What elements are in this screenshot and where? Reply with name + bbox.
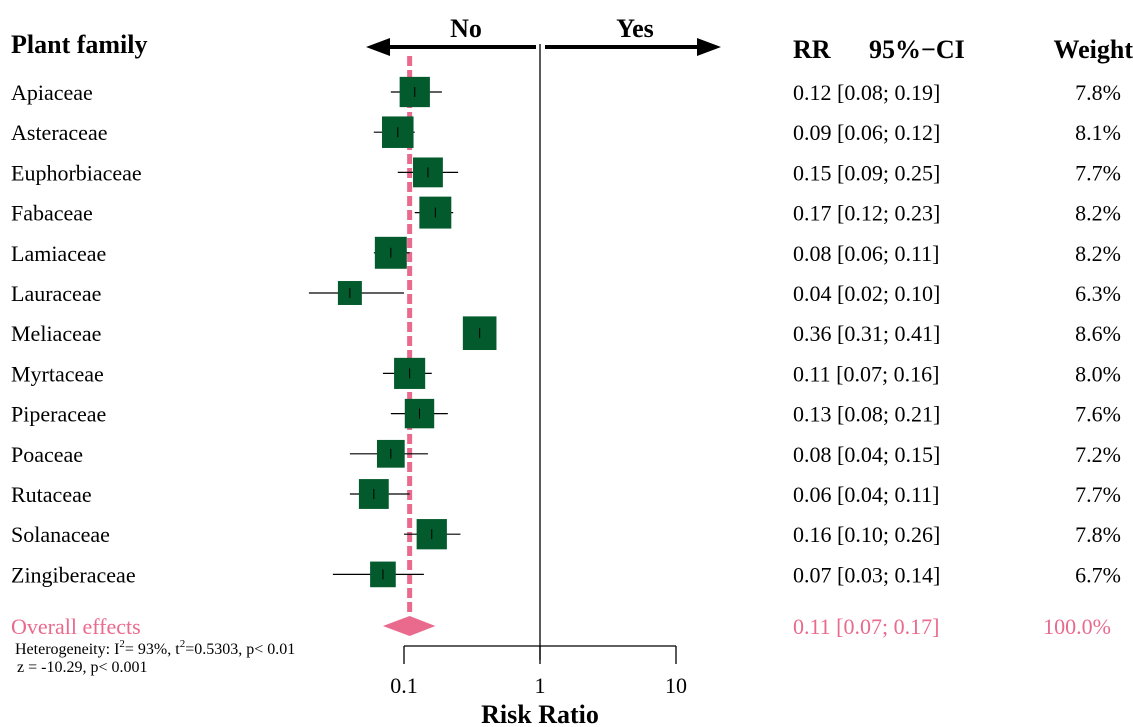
- weight-value: 8.6%: [1075, 321, 1121, 346]
- direction-label-yes: Yes: [616, 14, 654, 43]
- weight-value: 6.7%: [1075, 562, 1121, 587]
- rr-ci-value: 0.12 [0.08; 0.19]: [793, 80, 940, 105]
- rr-ci-value: 0.08 [0.06; 0.11]: [793, 241, 939, 266]
- weight-value: 7.8%: [1075, 80, 1121, 105]
- study-label: Asteraceae: [11, 120, 107, 145]
- rr-ci-value: 0.17 [0.12; 0.23]: [793, 201, 940, 226]
- overall-weight-value: 100.0%: [1043, 614, 1111, 639]
- direction-arrow-left: [366, 38, 536, 56]
- weight-value: 7.7%: [1075, 160, 1121, 185]
- overall-rr-ci-value: 0.11 [0.07; 0.17]: [793, 614, 939, 639]
- overall-label: Overall effects: [11, 614, 141, 639]
- weight-value: 8.2%: [1075, 201, 1121, 226]
- study-label: Fabaceae: [11, 201, 93, 226]
- study-label: Poaceae: [11, 442, 83, 467]
- weight-value: 8.2%: [1075, 241, 1121, 266]
- rr-ci-value: 0.08 [0.04; 0.15]: [793, 442, 940, 467]
- study-label: Myrtaceae: [11, 361, 104, 386]
- x-tick-label: 10: [665, 673, 687, 698]
- rr-header: RR: [793, 35, 831, 64]
- rr-ci-value: 0.15 [0.09; 0.25]: [793, 160, 940, 185]
- x-tick-label: 0.1: [390, 673, 418, 698]
- weight-value: 7.8%: [1075, 522, 1121, 547]
- weight-value: 8.0%: [1075, 361, 1121, 386]
- x-tick-label: 1: [535, 673, 546, 698]
- study-label: Zingiberaceae: [11, 562, 136, 587]
- summary-diamond: [382, 616, 436, 636]
- rr-ci-value: 0.13 [0.08; 0.21]: [793, 402, 940, 427]
- study-label: Lauraceae: [11, 281, 101, 306]
- weight-value: 8.1%: [1075, 120, 1121, 145]
- z-test-text: z = -10.29, p< 0.001: [17, 659, 147, 676]
- rr-ci-value: 0.11 [0.07; 0.16]: [793, 361, 939, 386]
- weight-value: 7.7%: [1075, 482, 1121, 507]
- rr-ci-value: 0.07 [0.03; 0.14]: [793, 562, 940, 587]
- heterogeneity-text: Heterogeneity: I2= 93%, t2=0.5303, p< 0.…: [15, 638, 295, 658]
- study-rows: Apiaceae 0.12 [0.08; 0.19] 7.8% Asteraceae 0…: [11, 76, 1121, 587]
- direction-arrow-right: [545, 38, 721, 56]
- study-label: Lamiaceae: [11, 241, 106, 266]
- study-label: Meliaceae: [11, 321, 101, 346]
- study-label: Rutaceae: [11, 482, 92, 507]
- weight-value: 7.2%: [1075, 442, 1121, 467]
- plant-family-header: Plant family: [11, 30, 148, 59]
- direction-label-no: No: [450, 14, 482, 43]
- rr-ci-value: 0.36 [0.31; 0.41]: [793, 321, 940, 346]
- study-label: Apiaceae: [11, 80, 93, 105]
- weight-value: 7.6%: [1075, 402, 1121, 427]
- rr-ci-value: 0.04 [0.02; 0.10]: [793, 281, 940, 306]
- rr-ci-value: 0.16 [0.10; 0.26]: [793, 522, 940, 547]
- study-label: Piperaceae: [11, 402, 106, 427]
- x-axis: 0.1 1 10: [390, 645, 687, 698]
- study-label: Solanaceae: [11, 522, 110, 547]
- weight-header: Weight: [1054, 35, 1133, 64]
- weight-value: 6.3%: [1075, 281, 1121, 306]
- study-label: Euphorbiaceae: [11, 160, 142, 185]
- ci-header: 95%−CI: [869, 35, 965, 64]
- rr-ci-value: 0.09 [0.06; 0.12]: [793, 120, 940, 145]
- rr-ci-value: 0.06 [0.04; 0.11]: [793, 482, 939, 507]
- x-axis-label: Risk Ratio: [481, 700, 599, 727]
- overall-row: Overall effects 0.11 [0.07; 0.17] 100.0%: [11, 614, 1111, 639]
